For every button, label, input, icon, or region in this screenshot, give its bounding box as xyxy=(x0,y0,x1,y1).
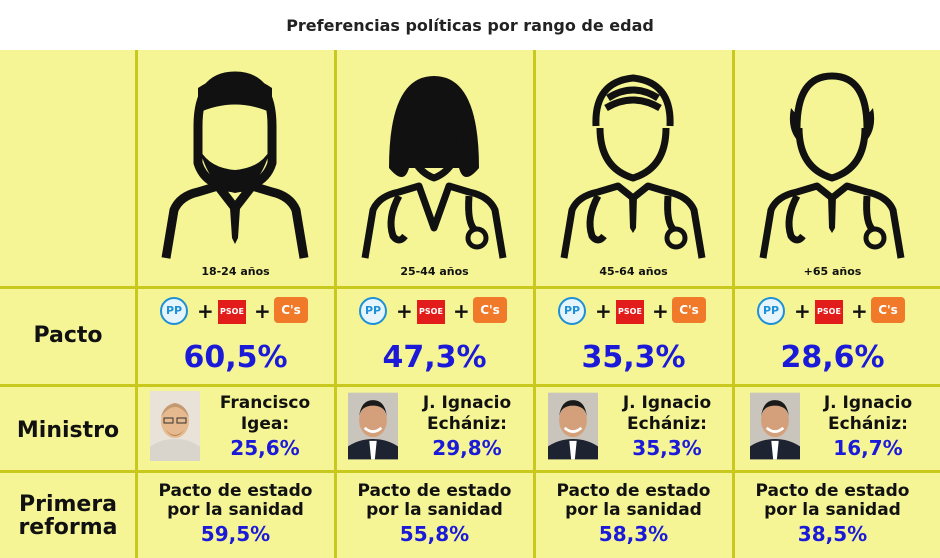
pacto-percent: 47,3% xyxy=(382,340,487,375)
minister-name-line2: Echániz: xyxy=(828,414,908,434)
plus-sign: + xyxy=(254,299,271,323)
reform-line2: por la sanidad xyxy=(565,500,702,520)
minister-name: J. Ignacio Echániz: xyxy=(612,393,722,435)
reform-text: Pacto de estado por la sanidad xyxy=(337,482,532,520)
age-label: 45-64 años xyxy=(599,265,668,278)
cs-logo: C's xyxy=(473,297,507,323)
minister-percent: 16,7% xyxy=(833,436,903,460)
pacto-percent: 35,3% xyxy=(581,340,686,375)
grid-divider xyxy=(0,286,940,289)
reform-percent: 38,5% xyxy=(797,522,868,546)
party-logos: PP + PSOE + C's xyxy=(337,297,532,331)
pp-logo: PP xyxy=(757,297,785,325)
party-logos: PP + PSOE + C's xyxy=(138,297,333,331)
female-doctor-icon xyxy=(361,76,507,259)
minister-photo xyxy=(348,392,398,460)
pacto-percent: 28,6% xyxy=(780,340,885,375)
plus-sign: + xyxy=(453,299,470,323)
reform-line2: por la sanidad xyxy=(167,500,304,520)
reform-percent: 58,3% xyxy=(598,522,669,546)
cs-logo: C's xyxy=(274,297,308,323)
plus-sign: + xyxy=(595,299,612,323)
row-label-reforma-1: Primera xyxy=(18,492,118,517)
bearded-man-icon xyxy=(161,71,309,259)
age-label: 18-24 años xyxy=(201,265,270,278)
page-title: Preferencias políticas por rango de edad xyxy=(286,16,654,35)
male-doctor-icon xyxy=(560,74,706,259)
psoe-logo: PSOE xyxy=(616,300,644,324)
reform-percent: 59,5% xyxy=(200,522,271,546)
pp-logo: PP xyxy=(160,297,188,325)
party-logos: PP + PSOE + C's xyxy=(735,297,930,331)
party-logos: PP + PSOE + C's xyxy=(536,297,731,331)
minister-percent: 29,8% xyxy=(432,436,502,460)
row-label-ministro: Ministro xyxy=(16,418,120,443)
pacto-percent: 60,5% xyxy=(183,340,288,375)
plus-sign: + xyxy=(794,299,811,323)
minister-name: Francisco Igea: xyxy=(210,393,320,435)
minister-name: J. Ignacio Echániz: xyxy=(412,393,522,435)
reform-line1: Pacto de estado xyxy=(158,481,313,501)
minister-name-line1: J. Ignacio xyxy=(422,393,512,413)
grid-divider xyxy=(0,384,940,387)
reform-line1: Pacto de estado xyxy=(357,481,512,501)
age-label: 25-44 años xyxy=(400,265,469,278)
minister-percent: 35,3% xyxy=(632,436,702,460)
plus-sign: + xyxy=(197,299,214,323)
reform-text: Pacto de estado por la sanidad xyxy=(138,482,333,520)
minister-name-line1: Francisco xyxy=(219,393,311,413)
bald-doctor-icon xyxy=(759,72,905,259)
psoe-logo: PSOE xyxy=(417,300,445,324)
cs-logo: C's xyxy=(871,297,905,323)
plus-sign: + xyxy=(652,299,669,323)
reform-percent: 55,8% xyxy=(399,522,470,546)
pp-logo: PP xyxy=(558,297,586,325)
minister-name-line2: Echániz: xyxy=(427,414,507,434)
minister-name: J. Ignacio Echániz: xyxy=(813,393,923,435)
minister-name-line1: J. Ignacio xyxy=(823,393,913,413)
minister-percent: 25,6% xyxy=(230,436,300,460)
reform-text: Pacto de estado por la sanidad xyxy=(536,482,731,520)
minister-name-line1: J. Ignacio xyxy=(622,393,712,413)
grid-divider xyxy=(135,50,138,558)
minister-name-line2: Echániz: xyxy=(627,414,707,434)
reform-text: Pacto de estado por la sanidad xyxy=(735,482,930,520)
row-label-reforma-2: reforma xyxy=(18,515,118,540)
reform-line1: Pacto de estado xyxy=(556,481,711,501)
minister-photo xyxy=(750,392,800,460)
age-label: +65 años xyxy=(803,265,862,278)
reform-line2: por la sanidad xyxy=(366,500,503,520)
grid-divider xyxy=(0,470,940,473)
minister-photo xyxy=(548,392,598,460)
psoe-logo: PSOE xyxy=(815,300,843,324)
cs-logo: C's xyxy=(672,297,706,323)
psoe-logo: PSOE xyxy=(218,300,246,324)
minister-photo xyxy=(150,391,200,461)
grid-divider xyxy=(732,50,735,558)
pp-logo: PP xyxy=(359,297,387,325)
grid-divider xyxy=(533,50,536,558)
plus-sign: + xyxy=(396,299,413,323)
minister-name-line2: Igea: xyxy=(240,414,290,434)
reform-line1: Pacto de estado xyxy=(755,481,910,501)
plus-sign: + xyxy=(851,299,868,323)
preferences-table: Pacto Ministro Primera reforma 18-24 año… xyxy=(0,50,940,558)
reform-line2: por la sanidad xyxy=(764,500,901,520)
grid-divider xyxy=(334,50,337,558)
row-label-pacto: Pacto xyxy=(33,323,103,348)
